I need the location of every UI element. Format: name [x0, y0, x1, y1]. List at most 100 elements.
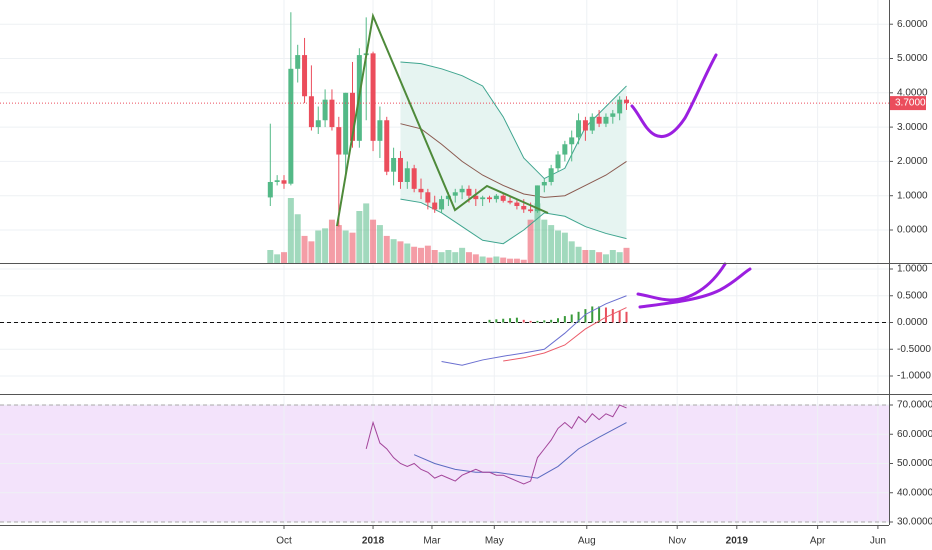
candle-body — [288, 68, 294, 184]
volume-bar — [493, 256, 500, 263]
volume-bar — [479, 256, 486, 263]
candle-body — [377, 120, 383, 141]
volume-bar — [534, 203, 541, 263]
candle-body — [610, 113, 616, 117]
candle-body — [603, 116, 609, 124]
histogram-bar — [563, 316, 566, 323]
volume-bar — [301, 235, 308, 263]
volume-bar — [363, 203, 370, 263]
volume-bar — [397, 241, 404, 263]
candle-body — [391, 157, 397, 172]
candle-body — [487, 197, 493, 200]
volume-bar — [568, 241, 575, 263]
y-tick-label: 60.0000 — [897, 429, 932, 440]
volume-bar — [438, 252, 445, 263]
rsi-line — [365, 404, 627, 485]
volume-bar — [507, 258, 514, 263]
volume-bar — [342, 230, 349, 263]
volume-bar — [281, 252, 288, 263]
y-tick-label: 1.0000 — [897, 190, 928, 201]
candle-body — [562, 144, 568, 155]
x-tick-label: Oct — [276, 536, 292, 547]
candle-body — [624, 99, 630, 104]
y-tick-label: 6.0000 — [897, 19, 928, 30]
volume-bar — [418, 247, 425, 263]
candle-body — [555, 154, 561, 169]
candle-body — [439, 199, 445, 210]
candle-body — [425, 192, 431, 203]
histogram-bar — [495, 319, 498, 323]
volume-bar — [527, 219, 534, 263]
histogram-bar — [584, 309, 587, 323]
histogram-bar — [529, 320, 532, 323]
x-tick-label: 2018 — [362, 536, 385, 547]
histogram-bar — [618, 310, 621, 323]
x-tick-label: May — [485, 536, 504, 547]
histogram-bar — [509, 318, 512, 323]
candle-body — [350, 92, 356, 141]
marks — [0, 12, 889, 523]
volume-bar — [548, 225, 555, 263]
volume-bar — [513, 258, 520, 263]
histogram-bar — [515, 317, 518, 323]
y-tick-label: 3.0000 — [897, 122, 928, 133]
candle-body — [329, 99, 335, 128]
volume-bar — [472, 254, 479, 263]
candle-body — [302, 55, 308, 97]
volume-bar — [589, 250, 596, 263]
candle-body — [589, 116, 595, 131]
signal-line — [503, 307, 627, 362]
volume-bar — [445, 250, 452, 263]
frame — [0, 0, 932, 526]
candle-body — [473, 195, 479, 200]
volume-bar — [520, 259, 527, 263]
candle-body — [534, 185, 540, 212]
x-tick-label: Aug — [578, 536, 596, 547]
band-line — [400, 123, 627, 198]
histogram-bar — [611, 309, 614, 323]
volume-bar — [431, 250, 438, 263]
candle-body — [528, 209, 534, 212]
y-tick-label: 30.0000 — [897, 517, 932, 528]
histogram-bar — [604, 307, 607, 323]
candle-body — [521, 205, 527, 210]
candle-body — [295, 55, 301, 69]
volume-bar — [404, 243, 411, 263]
y-tick-label: 5.0000 — [897, 53, 928, 64]
volume-bar — [356, 211, 363, 263]
x-tick-label: Jun — [870, 536, 886, 547]
freehand-drawing — [636, 262, 727, 302]
x-tick-label: 2019 — [726, 536, 749, 547]
candle-body — [514, 202, 520, 206]
y-tick-label: 50.0000 — [897, 458, 932, 469]
labels: Oct 2018 Mar May Aug Nov 2019 Apr Jun 0.0000 1.000… — [276, 19, 932, 547]
histogram-bar — [598, 306, 601, 323]
candle-body — [404, 168, 410, 182]
candle-body — [507, 200, 513, 203]
x-tick-label: Mar — [423, 536, 441, 547]
volume-bar — [596, 252, 603, 263]
candle-body — [274, 180, 280, 182]
volume-bar — [602, 254, 609, 263]
volume-bar — [616, 252, 623, 263]
volume-bar — [623, 247, 630, 263]
volume-bar — [500, 257, 507, 263]
volume-bar — [294, 214, 301, 263]
volume-bar — [411, 246, 418, 263]
trend-drawing — [336, 12, 549, 227]
histogram-bar — [577, 311, 580, 323]
volume-bar — [465, 252, 472, 263]
band-line — [400, 198, 627, 245]
y-tick-label: 4.0000 — [897, 87, 928, 98]
volume-bar — [582, 250, 589, 263]
volume-bar — [287, 198, 294, 263]
candle-body — [500, 195, 506, 201]
freehand-drawing — [638, 267, 752, 309]
y-tick-label: 70.0000 — [897, 400, 932, 411]
histogram-bar — [625, 311, 628, 323]
band-line — [400, 61, 627, 180]
candle-body — [493, 195, 499, 200]
volume-bar — [390, 239, 397, 263]
volume-bar — [267, 250, 274, 263]
y-tick-label: -1.0000 — [897, 371, 931, 382]
